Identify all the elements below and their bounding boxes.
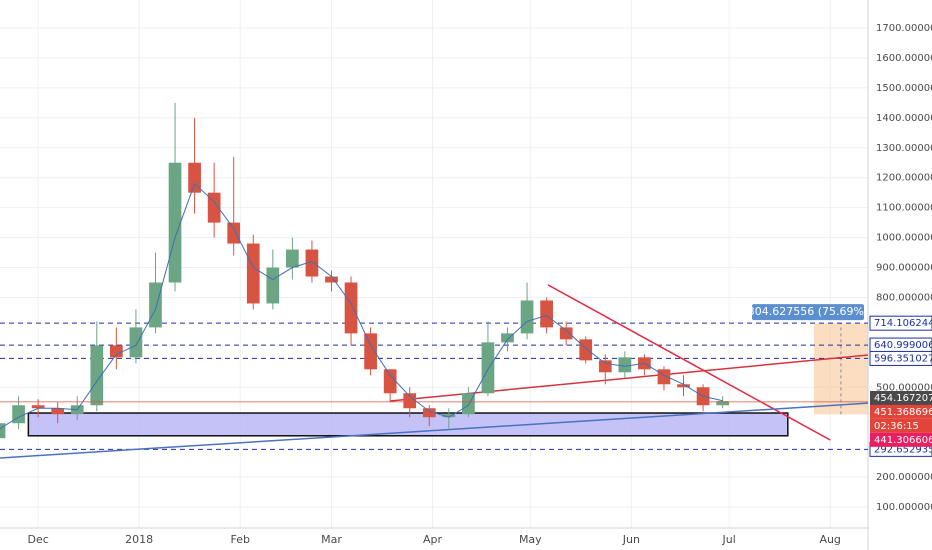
x-tick-label: 2018: [125, 533, 153, 546]
support-zone: [27, 412, 789, 437]
moving-average: [0, 182, 723, 430]
level-label-box: [869, 350, 932, 366]
candle-body: [266, 267, 280, 304]
level-label: 714.106244: [874, 318, 932, 329]
y-tick-label: 1300.000000: [876, 143, 932, 154]
candle-body: [383, 369, 397, 394]
candle-body: [677, 384, 690, 388]
ask-price-label-box: [870, 432, 932, 447]
measure-box: [813, 323, 868, 415]
candle-body: [540, 300, 553, 328]
candle-body: [481, 342, 495, 394]
x-tick-label: Aug: [819, 533, 840, 546]
measure-label-box: [752, 304, 864, 321]
candle-body: [325, 276, 338, 283]
candle-body: [403, 393, 417, 409]
candle-body: [207, 192, 221, 223]
y-tick-label: 100.000000: [876, 502, 932, 513]
level-label-box: [869, 315, 932, 331]
candle-body: [442, 414, 456, 418]
y-tick-label: 900.000000: [876, 263, 932, 274]
last-price-label: 454.167207: [874, 393, 932, 404]
candle-body: [129, 327, 143, 358]
measure-label: 304.627556 (75.69%): [748, 305, 869, 318]
candle-body: [344, 282, 358, 334]
candle-body: [110, 345, 123, 358]
y-tick-label: 1400.000000: [876, 113, 932, 124]
candle-body: [422, 408, 436, 418]
x-tick-label: Jun: [622, 533, 640, 546]
candle-body: [168, 162, 182, 283]
candle-body: [286, 249, 299, 268]
candle-body: [0, 423, 6, 439]
level-label: 292.652935: [874, 444, 932, 455]
y-tick-label: 500.000000: [876, 382, 932, 393]
y-tick-label: 800.000000: [876, 292, 932, 303]
x-tick-label: Dec: [27, 533, 48, 546]
candle-body: [618, 357, 632, 373]
y-tick-label: 1500.000000: [876, 83, 932, 94]
candle-body: [716, 401, 729, 406]
ask-price-label: 441.306606: [874, 435, 932, 446]
candle-body: [227, 222, 241, 244]
candle-body: [559, 327, 573, 340]
y-tick-label: 1600.000000: [876, 53, 932, 64]
candle-body: [579, 339, 593, 361]
candle-body: [364, 333, 377, 370]
level-label: 640.999006: [874, 340, 932, 351]
candle-body: [501, 333, 514, 343]
candle-body: [149, 282, 162, 328]
candle-body: [520, 300, 534, 334]
x-tick-label: Apr: [423, 533, 443, 546]
y-tick-label: 1200.000000: [876, 173, 932, 184]
candle-body: [598, 360, 612, 373]
candle-body: [188, 162, 201, 193]
candle-body: [31, 405, 45, 409]
trend-line: [547, 284, 831, 441]
y-tick-label: 1700.000000: [876, 23, 932, 34]
countdown-label-box: [870, 418, 932, 433]
x-tick-label: May: [519, 533, 542, 546]
x-tick-label: Mar: [321, 533, 342, 546]
countdown-label: 02:36:15: [874, 421, 919, 432]
bid-price-label: 451.368696: [874, 407, 932, 418]
trend-line: [0, 402, 869, 459]
x-tick-label: Jul: [722, 533, 736, 546]
last-price-label-box: [870, 391, 932, 406]
bid-price-label-box: [870, 404, 932, 419]
y-tick-label: 1000.000000: [876, 233, 932, 244]
level-label: 596.351027: [874, 353, 932, 364]
candle-body: [90, 345, 104, 406]
x-tick-label: Feb: [230, 533, 249, 546]
candle-body: [305, 249, 319, 277]
y-tick-label: 1100.000000: [876, 203, 932, 214]
y-tick-label: 200.000000: [876, 472, 932, 483]
candle-body: [246, 243, 260, 304]
candle-body: [51, 408, 65, 415]
